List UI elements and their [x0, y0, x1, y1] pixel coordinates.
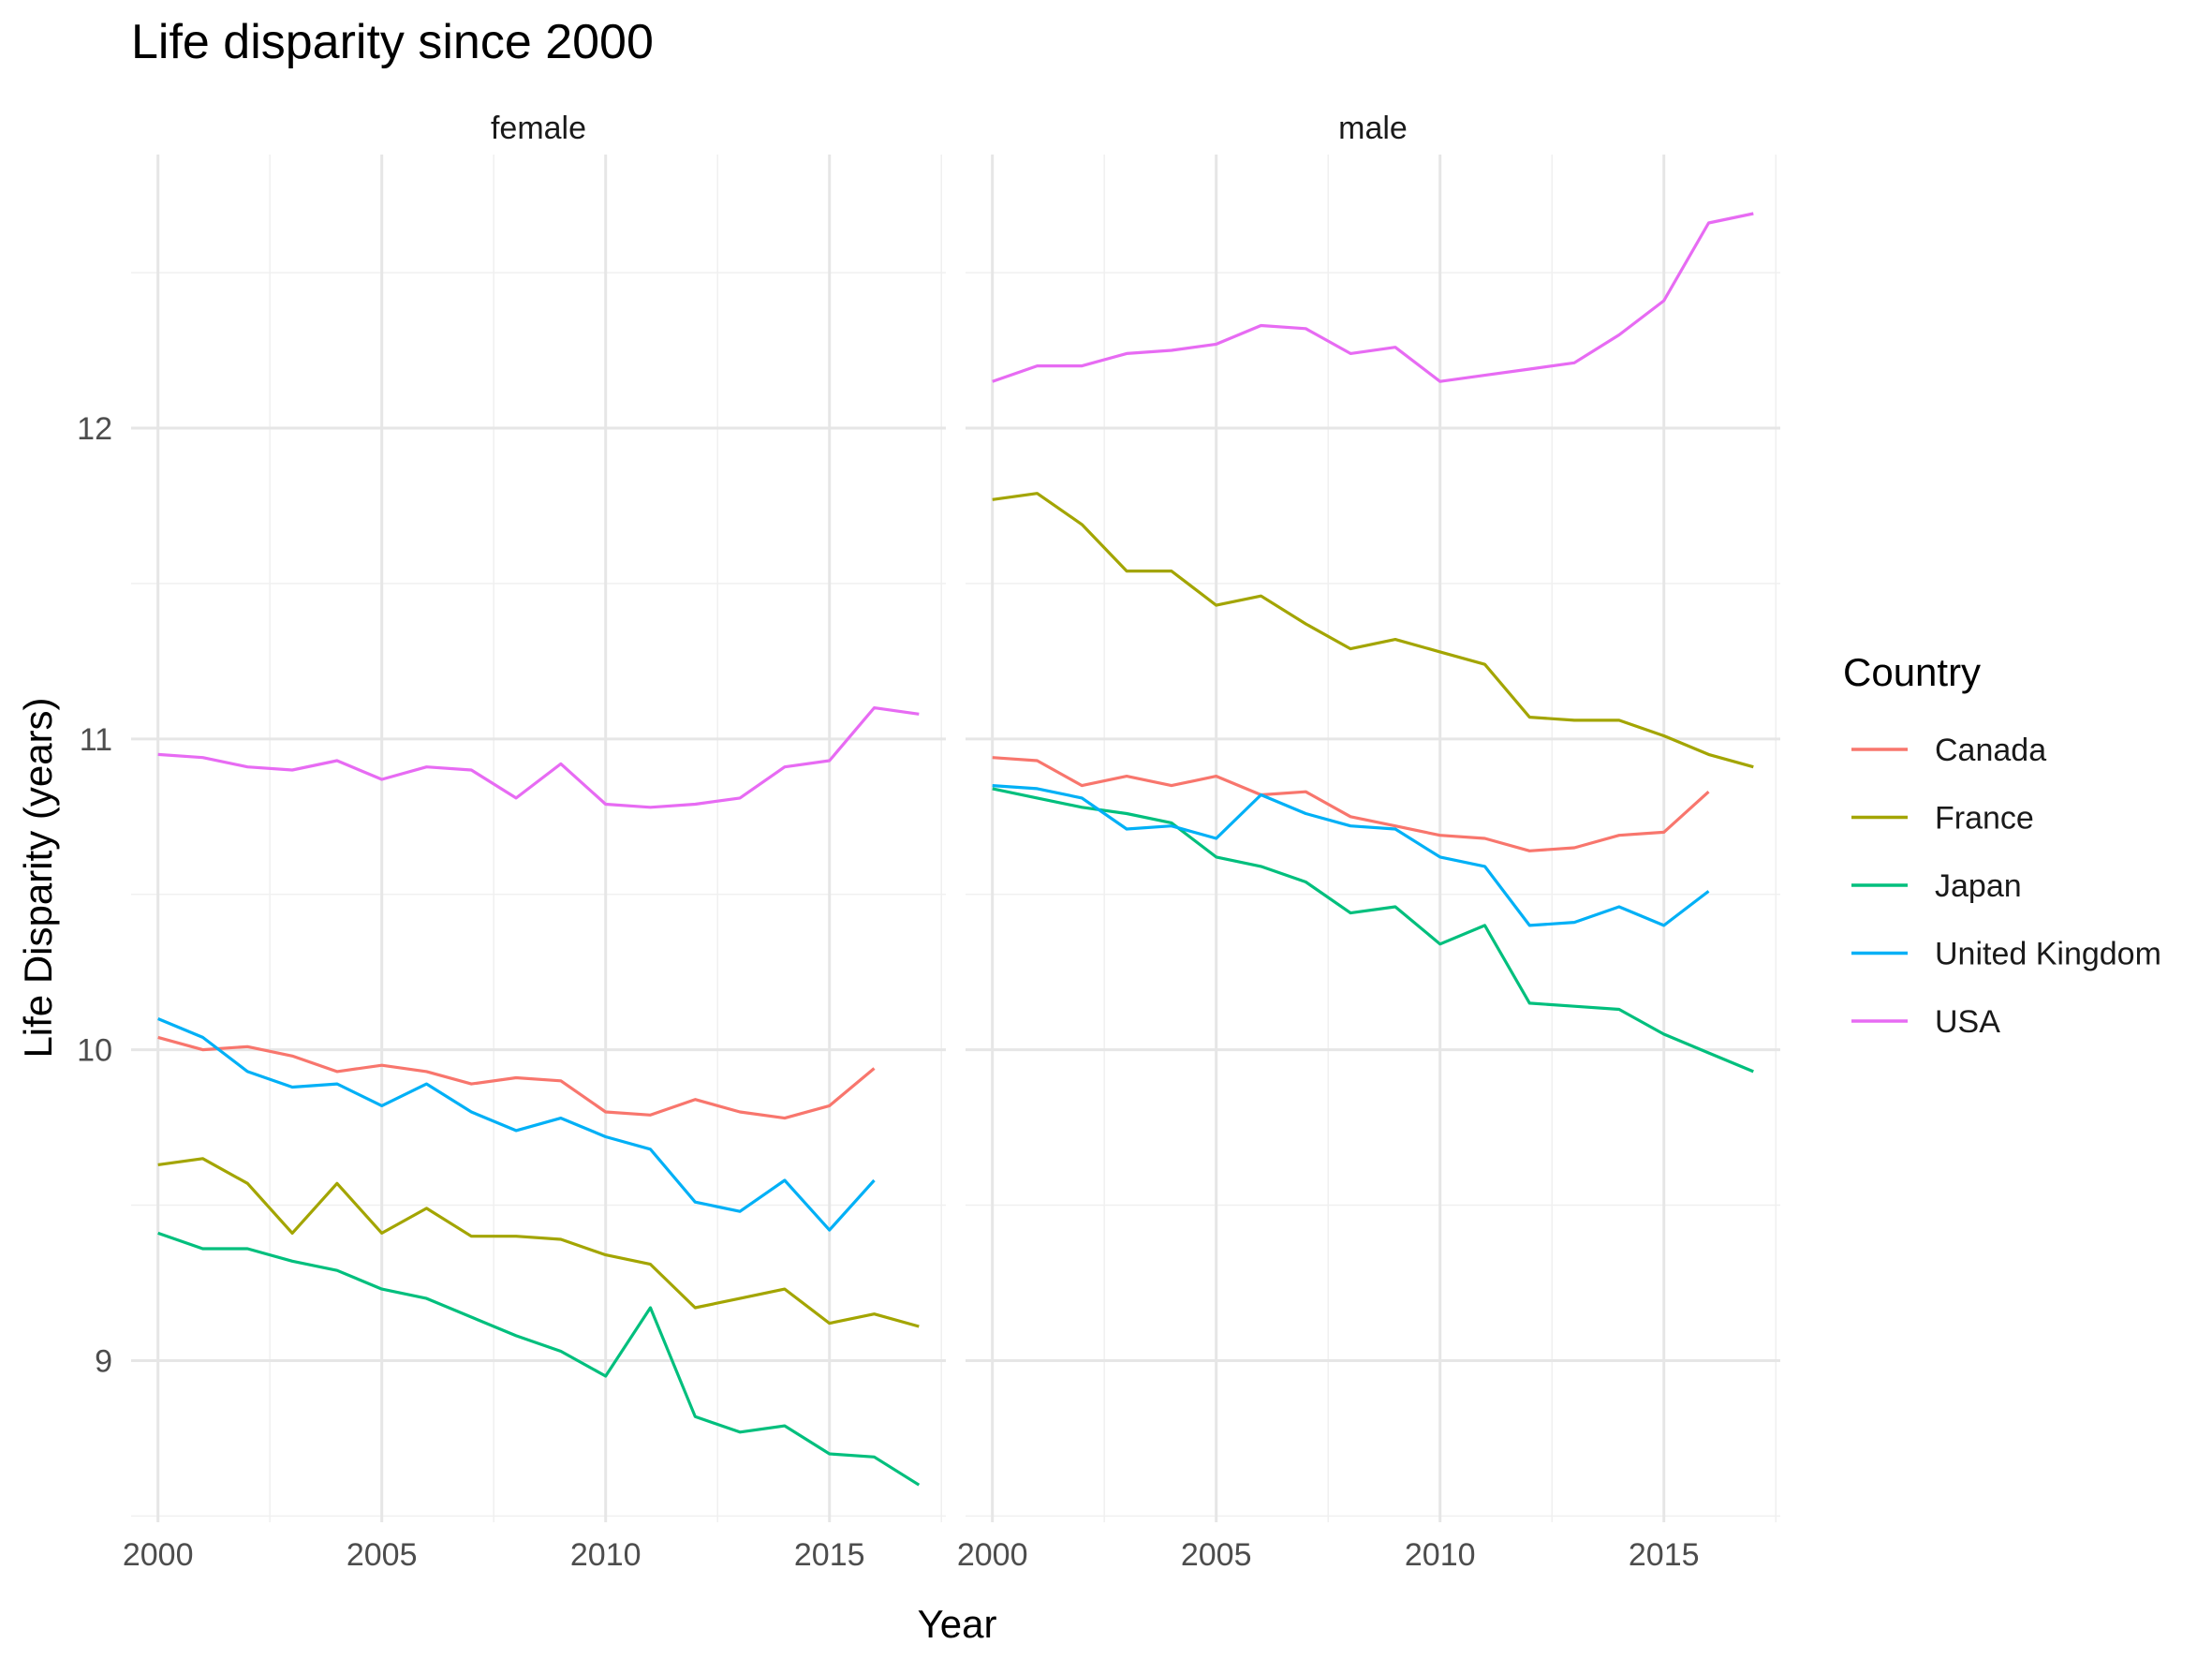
y-tick-label: 10	[77, 1033, 112, 1069]
series-line-usa	[992, 212, 1754, 383]
y-axis-title: Life Disparity (years)	[16, 697, 60, 1058]
x-tick-label: 2010	[570, 1537, 641, 1573]
series-line-united-kingdom	[992, 784, 1710, 927]
x-tick-label: 2000	[123, 1537, 194, 1573]
legend-item: United Kingdom	[1851, 937, 2161, 972]
series-line-united-kingdom	[157, 1017, 876, 1232]
y-tick-label: 12	[77, 411, 112, 447]
series-line-canada	[157, 1035, 876, 1120]
facet-panels: female 2000 2005 2010 2015 9 10 11 12 male 2000 200…	[77, 111, 1780, 1573]
legend-title: Country	[1843, 650, 1981, 694]
chart-title: Life disparity since 2000	[131, 15, 654, 69]
legend-label: United Kingdom	[1935, 937, 2161, 972]
legend-label: Japan	[1935, 868, 2022, 904]
legend-entries: Canada France Japan United Kingdom USA	[1851, 733, 2161, 1040]
facet-strip-label: male	[1338, 111, 1408, 146]
legend-item: France	[1851, 801, 2034, 837]
panel-male: male 2000 2005 2010 2015	[957, 111, 1780, 1573]
legend-item: Canada	[1851, 733, 2046, 768]
x-axis-title: Year	[918, 1602, 997, 1646]
x-tick-label: 2010	[1405, 1537, 1476, 1573]
legend-label: USA	[1935, 1004, 2000, 1040]
x-tick-label: 2015	[1629, 1537, 1700, 1573]
y-tick-label: 9	[95, 1343, 112, 1379]
x-tick-label: 2000	[957, 1537, 1028, 1573]
legend-item: Japan	[1851, 868, 2022, 904]
legend-item: USA	[1851, 1004, 2000, 1040]
y-tick-label: 11	[80, 722, 112, 758]
legend-label: France	[1935, 801, 2034, 837]
series-line-japan	[157, 1231, 921, 1487]
x-tick-label: 2005	[1181, 1537, 1252, 1573]
legend-label: Canada	[1935, 733, 2046, 768]
series-line-france	[157, 1157, 920, 1328]
facet-strip-label: female	[491, 111, 586, 146]
series-line-japan	[992, 787, 1754, 1074]
series-line-canada	[992, 756, 1710, 852]
series-line-france	[992, 492, 1754, 769]
series-line-usa	[157, 705, 920, 809]
x-tick-label: 2015	[794, 1537, 865, 1573]
panel-female: female 2000 2005 2010 2015 9 10 11 12	[77, 111, 946, 1573]
x-tick-label: 2005	[347, 1537, 418, 1573]
legend: Country Canada France Japan United Kingdom U…	[1843, 650, 2161, 1040]
